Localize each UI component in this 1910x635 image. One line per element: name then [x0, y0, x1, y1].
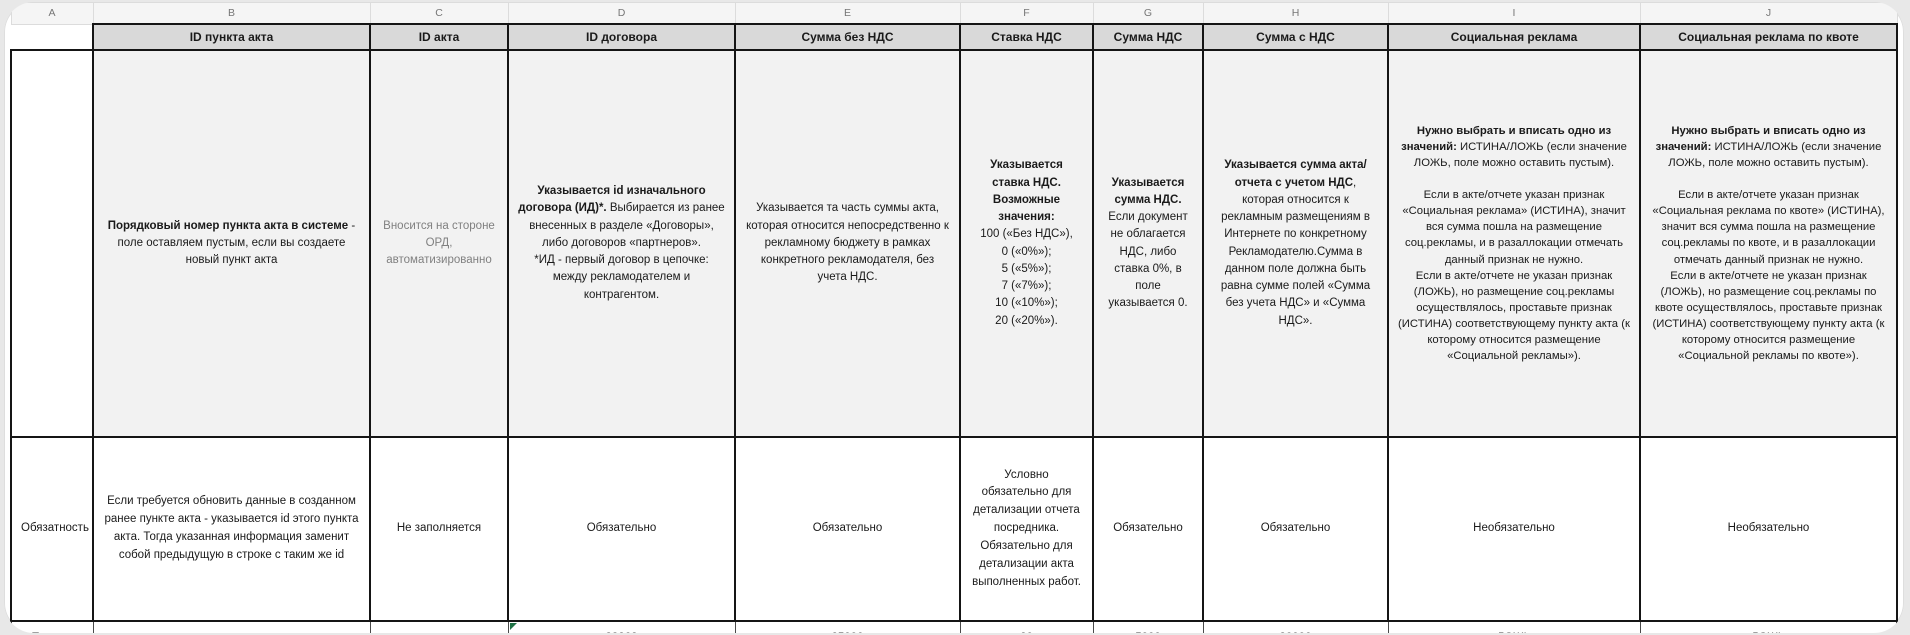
requirement-cell-d[interactable]: Обязательно: [507, 436, 736, 622]
green-triangle-icon: [509, 623, 517, 630]
column-letter-c[interactable]: C: [369, 2, 509, 25]
description-b-rest: - поле оставляем пустым, если вы создает…: [117, 219, 356, 267]
requirement-cell-b[interactable]: Если требуется обновить данные в созданн…: [92, 436, 371, 622]
header-cell-id-dogovora[interactable]: ID договора: [507, 23, 736, 51]
description-row: Порядковый номер пункта акта в системе -…: [10, 49, 1898, 438]
column-letter-a[interactable]: A: [10, 2, 94, 25]
example-cell-c[interactable]: [369, 620, 509, 633]
description-cell-f[interactable]: Указывается ставка НДС. Возможные значен…: [959, 49, 1094, 438]
description-b-bold: Порядковый номер пункта акта в системе: [107, 219, 349, 232]
description-f-rest: 100 («Без НДС»), 0 («0%»); 5 («5%»); 7 (…: [980, 228, 1073, 327]
example-cell-j[interactable]: ЛОЖЬ: [1639, 620, 1898, 633]
example-cell-e[interactable]: 25000: [734, 620, 961, 633]
description-cell-c[interactable]: Вносится на стороне ОРД, автоматизирован…: [369, 49, 509, 438]
header-cell-stavka-nds[interactable]: Ставка НДС: [959, 23, 1094, 51]
header-cell-summa-nds[interactable]: Сумма НДС: [1092, 23, 1204, 51]
column-letter-i[interactable]: I: [1387, 2, 1641, 25]
column-letter-d[interactable]: D: [507, 2, 736, 25]
description-f-bold: Указывается ставка НДС. Возможные значен…: [990, 159, 1063, 223]
column-letter-b[interactable]: B: [92, 2, 371, 25]
column-letter-g[interactable]: G: [1092, 2, 1204, 25]
description-cell-g[interactable]: Указывается сумма НДС. Если документ не …: [1092, 49, 1204, 438]
description-cell-h[interactable]: Указывается сумма акта/отчета с учетом Н…: [1202, 49, 1389, 438]
description-cell-i[interactable]: Нужно выбрать и вписать одно из значений…: [1387, 49, 1641, 438]
requirement-cell-e[interactable]: Обязательно: [734, 436, 961, 622]
description-cell-a[interactable]: [10, 49, 94, 438]
header-cell-a[interactable]: [11, 24, 93, 50]
header-cell-id-akta[interactable]: ID акта: [369, 23, 509, 51]
header-cell-summa-bez-nds[interactable]: Сумма без НДС: [734, 23, 961, 51]
example-cell-i[interactable]: ЛОЖЬ: [1387, 620, 1641, 633]
column-letter-e[interactable]: E: [734, 2, 961, 25]
description-cell-e[interactable]: Указывается та часть суммы акта, которая…: [734, 49, 961, 438]
column-letter-h[interactable]: H: [1202, 2, 1389, 25]
spreadsheet-card: A B C D E F G H I J ID пункта акта ID ак…: [4, 2, 1904, 633]
example-cell-b[interactable]: [92, 620, 371, 633]
requirement-cell-j[interactable]: Необязательно: [1639, 436, 1898, 622]
requirement-cell-c[interactable]: Не заполняется: [369, 436, 509, 622]
row-label-primer[interactable]: Пример: [10, 620, 94, 633]
column-letter-f[interactable]: F: [959, 2, 1094, 25]
description-g-rest: Если документ не облагается НДС, либо ст…: [1108, 211, 1188, 310]
requirement-cell-h[interactable]: Обязательно: [1202, 436, 1389, 622]
description-j-rest: ИСТИНА/ЛОЖЬ (если значение ЛОЖЬ, поле мо…: [1652, 141, 1885, 362]
description-cell-d[interactable]: Указывается id изначального договора (ИД…: [507, 49, 736, 438]
description-cell-j[interactable]: Нужно выбрать и вписать одно из значений…: [1639, 49, 1898, 438]
example-d-value: 33268: [606, 632, 638, 633]
description-h-bold: Указывается сумма акта/отчета с учетом Н…: [1224, 159, 1367, 189]
description-d-rest: Выбирается из ранее внесенных в разделе …: [529, 202, 725, 301]
header-cell-socialnaya-reklama-po-kvote[interactable]: Социальная реклама по квоте: [1639, 23, 1898, 51]
requirement-cell-i[interactable]: Необязательно: [1387, 436, 1641, 622]
example-cell-g[interactable]: 5000: [1092, 620, 1204, 633]
example-cell-h[interactable]: 30000: [1202, 620, 1389, 633]
header-row: ID пункта акта ID акта ID договора Сумма…: [11, 23, 1898, 51]
spreadsheet-table: A B C D E F G H I J ID пункта акта ID ак…: [10, 2, 1898, 633]
description-i-bold: Нужно выбрать и вписать одно из значений…: [1401, 125, 1612, 154]
requirement-row: Обязатность Если требуется обновить данн…: [10, 436, 1898, 622]
description-j-bold: Нужно выбрать и вписать одно из значений…: [1655, 125, 1866, 154]
description-d-bold: Указывается id изначального договора (ИД…: [518, 185, 706, 215]
description-g-bold: Указывается сумма НДС.: [1111, 176, 1185, 206]
requirement-cell-g[interactable]: Обязательно: [1092, 436, 1204, 622]
header-cell-id-punkta-akta[interactable]: ID пункта акта: [92, 23, 371, 51]
row-label-obyazatnost[interactable]: Обязатность: [10, 436, 94, 622]
column-letter-j[interactable]: J: [1639, 2, 1898, 25]
requirement-cell-f[interactable]: Условно обязательно для детализации отче…: [959, 436, 1094, 622]
description-cell-b[interactable]: Порядковый номер пункта акта в системе -…: [92, 49, 371, 438]
example-cell-d[interactable]: 33268: [507, 620, 736, 633]
description-h-rest: , которая относится к рекламным размещен…: [1220, 176, 1371, 327]
description-i-rest: ИСТИНА/ЛОЖЬ (если значение ЛОЖЬ, поле мо…: [1398, 141, 1630, 362]
example-row: Пример 33268 25000 20 5000 30000 ЛОЖЬ ЛО…: [10, 620, 1898, 633]
header-cell-socialnaya-reklama[interactable]: Социальная реклама: [1387, 23, 1641, 51]
column-letters-row: A B C D E F G H I J: [10, 2, 1898, 25]
example-cell-f[interactable]: 20: [959, 620, 1094, 633]
header-cell-summa-s-nds[interactable]: Сумма с НДС: [1202, 23, 1389, 51]
